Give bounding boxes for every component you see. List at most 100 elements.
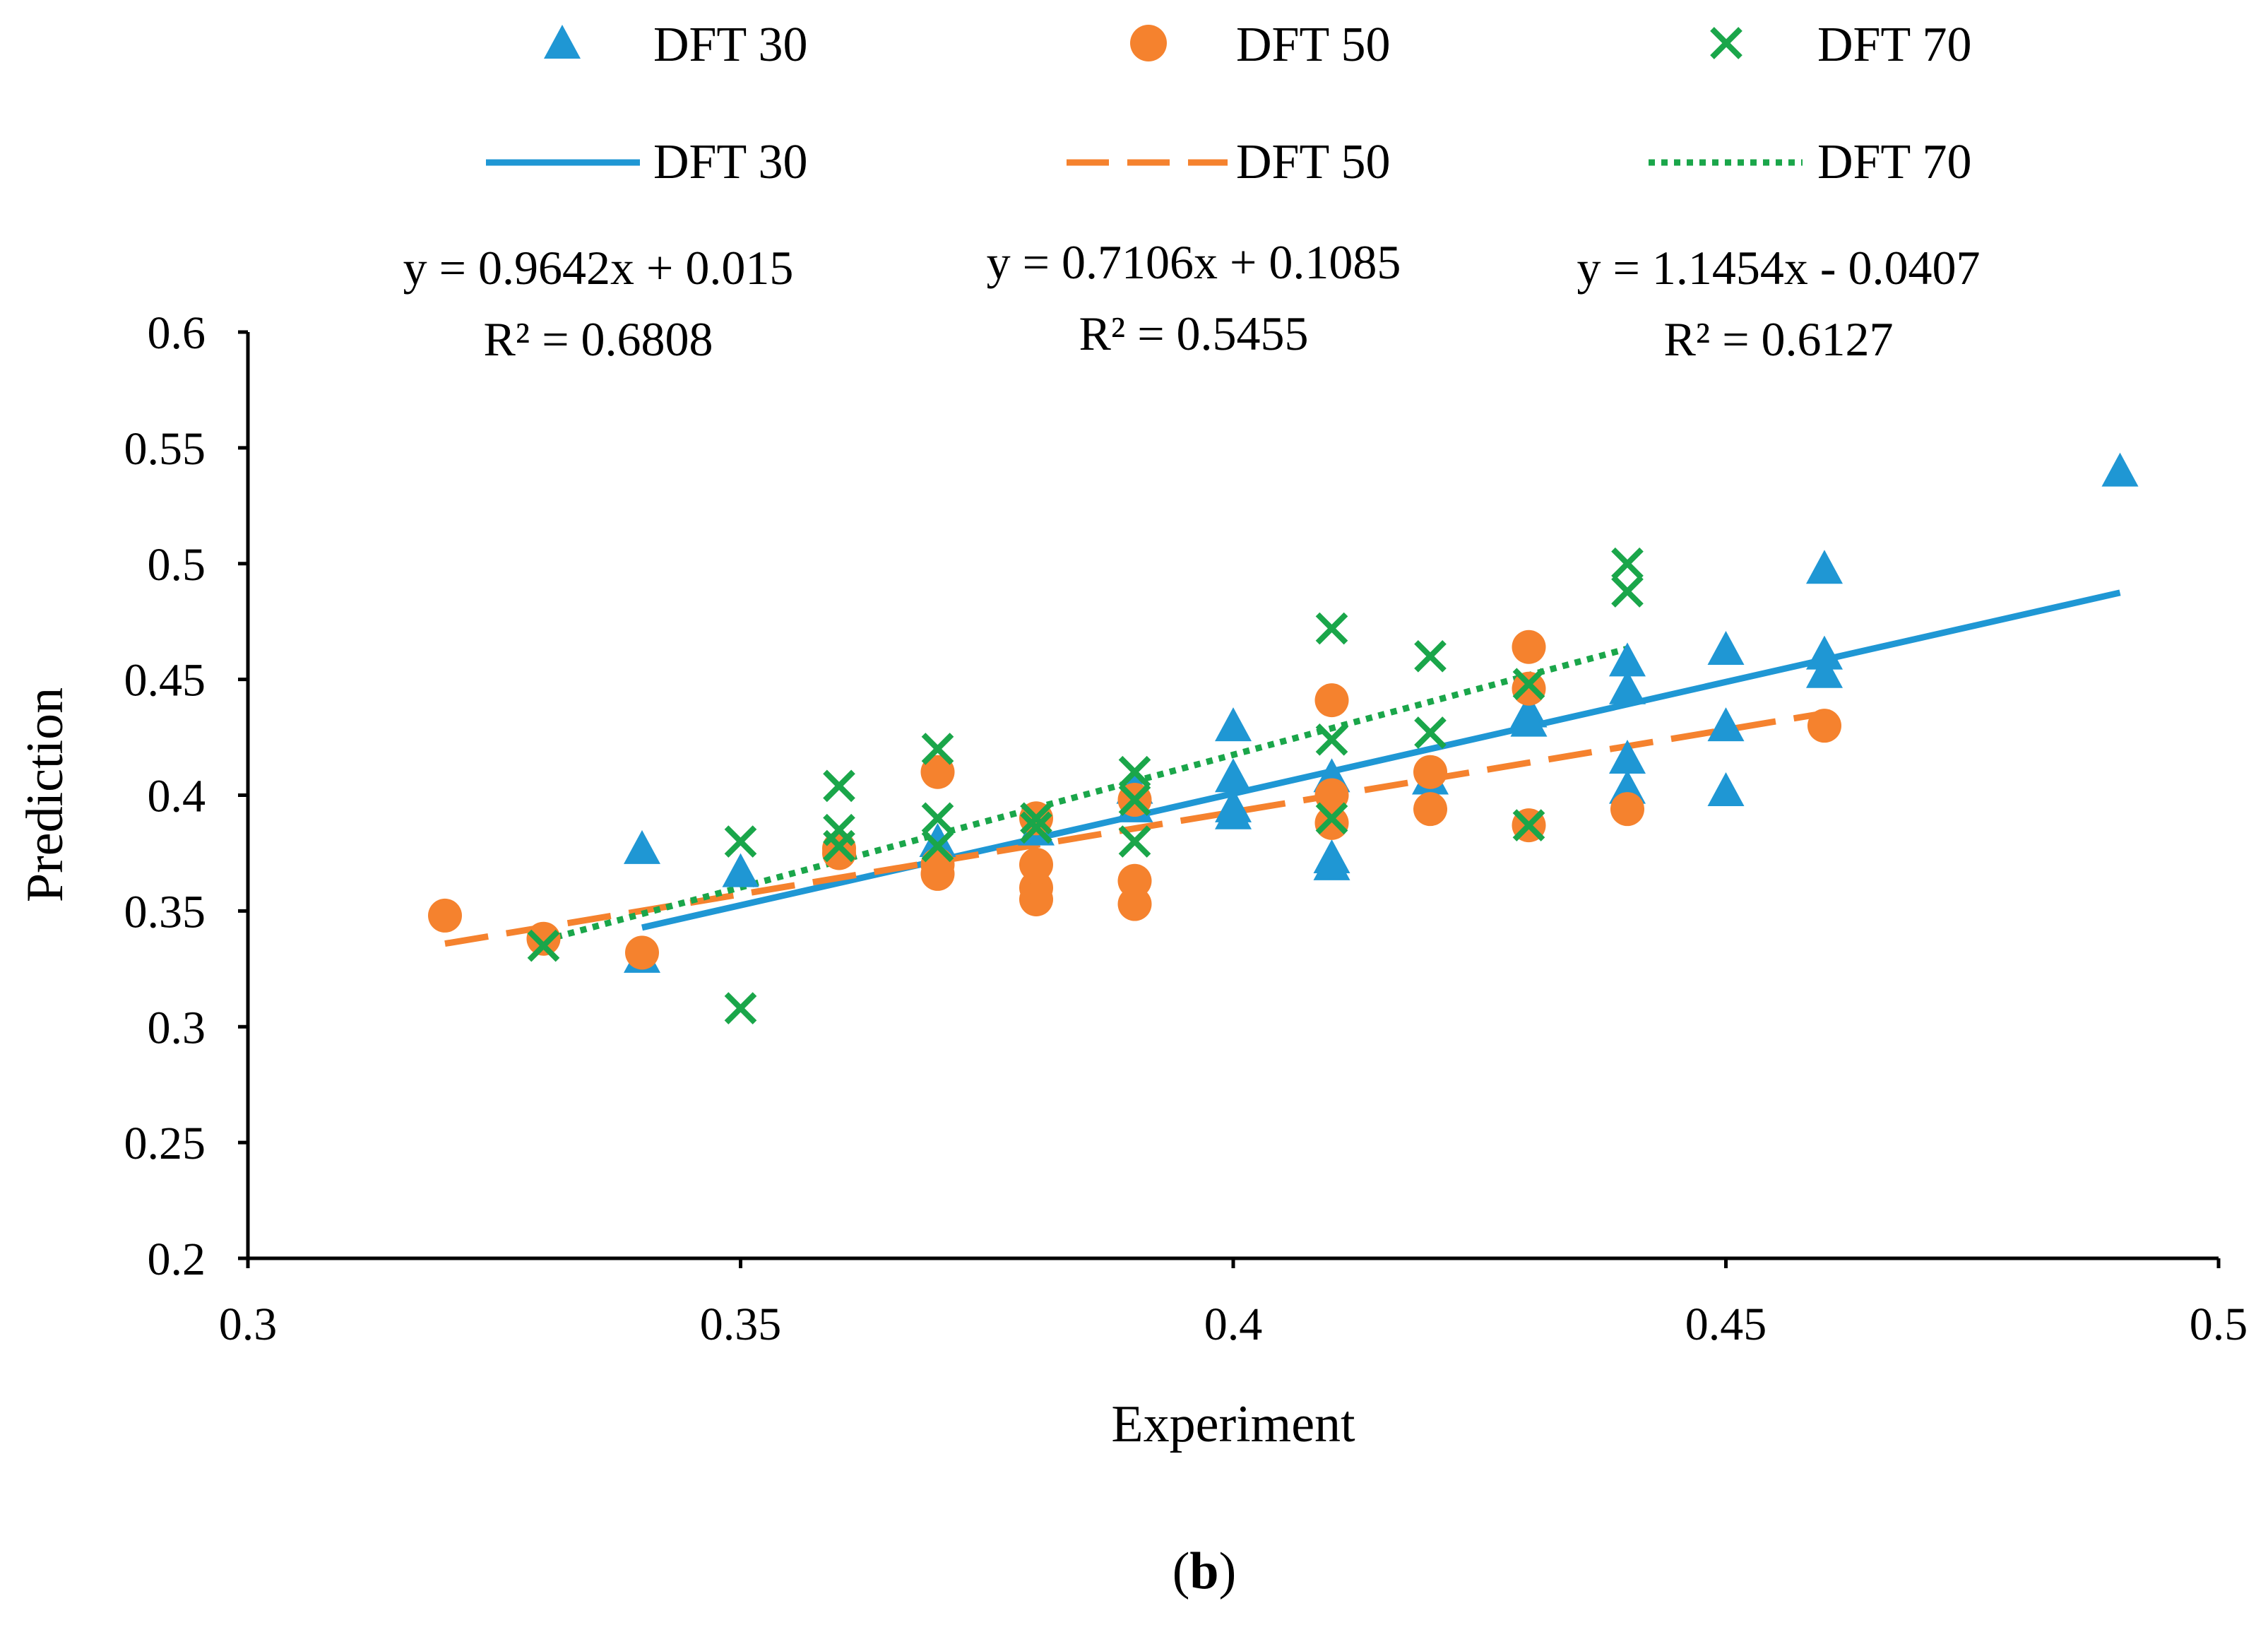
point-dft70: [823, 829, 855, 863]
legend-x-marker-stroke-2: [1710, 27, 1742, 59]
point-dft70-stroke: [1512, 809, 1545, 841]
point-dft70: [1512, 668, 1545, 701]
y-tick-label: 0.4: [148, 771, 206, 822]
point-dft50: [1314, 778, 1349, 812]
point-dft70-stroke: [823, 829, 855, 863]
point-dft70: [1315, 802, 1348, 835]
point-dft70: [724, 825, 757, 858]
y-axis-title: Prediction: [16, 687, 74, 902]
r2-dft70: R² = 0.6127: [1663, 312, 1893, 366]
trendlines: [444, 589, 2121, 947]
point-dft30: [1609, 670, 1646, 704]
point-dft30: [1707, 772, 1745, 806]
point-dft70: [823, 769, 855, 803]
point-dft50: [1807, 709, 1841, 743]
caption-letter: b: [1189, 1542, 1218, 1600]
figure-caption: (b): [1172, 1542, 1236, 1600]
point-dft70-stroke: [1020, 811, 1052, 844]
point-dft50: [1314, 683, 1349, 718]
legend-label-line-dft50: DFT 50: [1236, 135, 1390, 189]
point-dft70-stroke: [527, 929, 560, 962]
legend-item-marker-dft70: [1710, 27, 1742, 59]
point-dft70: [1611, 575, 1644, 608]
y-tick-label: 0.6: [148, 307, 206, 359]
point-dft30: [1806, 635, 1843, 670]
point-dft70-stroke: [1315, 612, 1348, 645]
point-dft70-stroke: [1611, 575, 1644, 608]
caption-close-paren: ): [1219, 1542, 1237, 1600]
point-dft70-stroke: [823, 769, 855, 803]
point-dft70-stroke: [1118, 825, 1151, 858]
legend-circle-marker: [1130, 25, 1167, 61]
point-dft70: [1118, 825, 1151, 858]
x-ticks: 0.3 0.35 0.4 0.45 0.5: [219, 1258, 2248, 1350]
legend-item-marker-dft50: DFT 50: [1130, 18, 1390, 72]
point-dft70-stroke: [1315, 802, 1348, 835]
x-tick-label: 0.3: [219, 1299, 278, 1350]
y-tick-label: 0.3: [148, 1002, 206, 1053]
legend-lines: DFT 30 DFT 50 DFT 70: [486, 135, 1971, 189]
equation-dft70: y = 1.1454x - 0.0407: [1577, 241, 1981, 295]
point-dft50: [1117, 887, 1152, 921]
point-dft30: [1609, 642, 1646, 677]
point-dft70-stroke: [1414, 716, 1447, 749]
point-dft70-stroke: [1118, 784, 1151, 816]
equations: y = 0.9642x + 0.015 R² = 0.6808 y = 0.71…: [403, 235, 1981, 366]
point-dft50: [920, 856, 955, 891]
caption-open-paren: (: [1172, 1542, 1190, 1600]
point-dft70-stroke: [1020, 802, 1052, 835]
point-dft50: [625, 935, 659, 970]
legend-item-marker-dft30: DFT 30: [544, 18, 807, 72]
point-dft70: [1118, 755, 1151, 788]
point-dft30: [919, 823, 956, 858]
point-dft50: [1314, 805, 1349, 840]
point-dft70: [1414, 716, 1447, 749]
point-dft50: [920, 755, 955, 789]
point-dft30: [2101, 452, 2139, 487]
point-dft70: [1414, 640, 1447, 673]
point-dft70-stroke: [1512, 668, 1545, 701]
equation-dft30: y = 0.9642x + 0.015: [403, 241, 794, 295]
point-dft70: [1512, 809, 1545, 841]
trendline-dft50: [444, 710, 1825, 947]
point-dft30: [1215, 758, 1252, 793]
point-dft70: [1118, 784, 1151, 816]
point-dft50: [526, 921, 561, 956]
point-dft70-stroke: [1118, 755, 1151, 788]
legend-label-marker-dft50: DFT 50: [1236, 18, 1390, 72]
point-dft70: [1315, 612, 1348, 645]
y-tick-label: 0.35: [124, 886, 206, 938]
point-dft30: [1215, 788, 1252, 822]
point-dft50: [1413, 792, 1447, 827]
r2-dft30: R² = 0.6808: [483, 312, 713, 366]
point-dft50: [1512, 630, 1546, 664]
point-dft70-stroke: [921, 802, 954, 835]
legend-label-marker-dft70: DFT 70: [1817, 18, 1971, 72]
x-tick-label: 0.4: [1204, 1299, 1263, 1350]
data-points: [428, 452, 2139, 1024]
point-dft70: [1611, 547, 1644, 580]
y-ticks: 0.2 0.25 0.3 0.35 0.4 0.45 0.5 0.55 0.6: [124, 307, 248, 1285]
point-dft50: [1610, 792, 1644, 827]
x-tick-label: 0.35: [700, 1299, 782, 1350]
point-dft30: [722, 853, 759, 887]
y-tick-label: 0.55: [124, 423, 206, 475]
x-tick-label: 0.45: [1685, 1299, 1767, 1350]
point-dft70-stroke: [1315, 723, 1348, 756]
r2-dft50: R² = 0.5455: [1079, 307, 1308, 360]
x-axis-title: Experiment: [1111, 1395, 1355, 1453]
point-dft70: [1020, 811, 1052, 844]
point-dft30: [624, 829, 660, 864]
point-dft30: [1215, 707, 1252, 742]
point-dft50: [1512, 671, 1546, 706]
y-tick-label: 0.5: [148, 539, 206, 591]
point-dft70: [921, 733, 954, 765]
point-dft70: [1020, 802, 1052, 835]
point-dft30: [1806, 550, 1843, 584]
point-dft70-stroke: [1611, 547, 1644, 580]
legend-label-line-dft30: DFT 30: [653, 135, 807, 189]
point-dft30: [1707, 631, 1745, 666]
point-dft30: [1609, 740, 1646, 774]
point-dft30: [1806, 654, 1843, 688]
